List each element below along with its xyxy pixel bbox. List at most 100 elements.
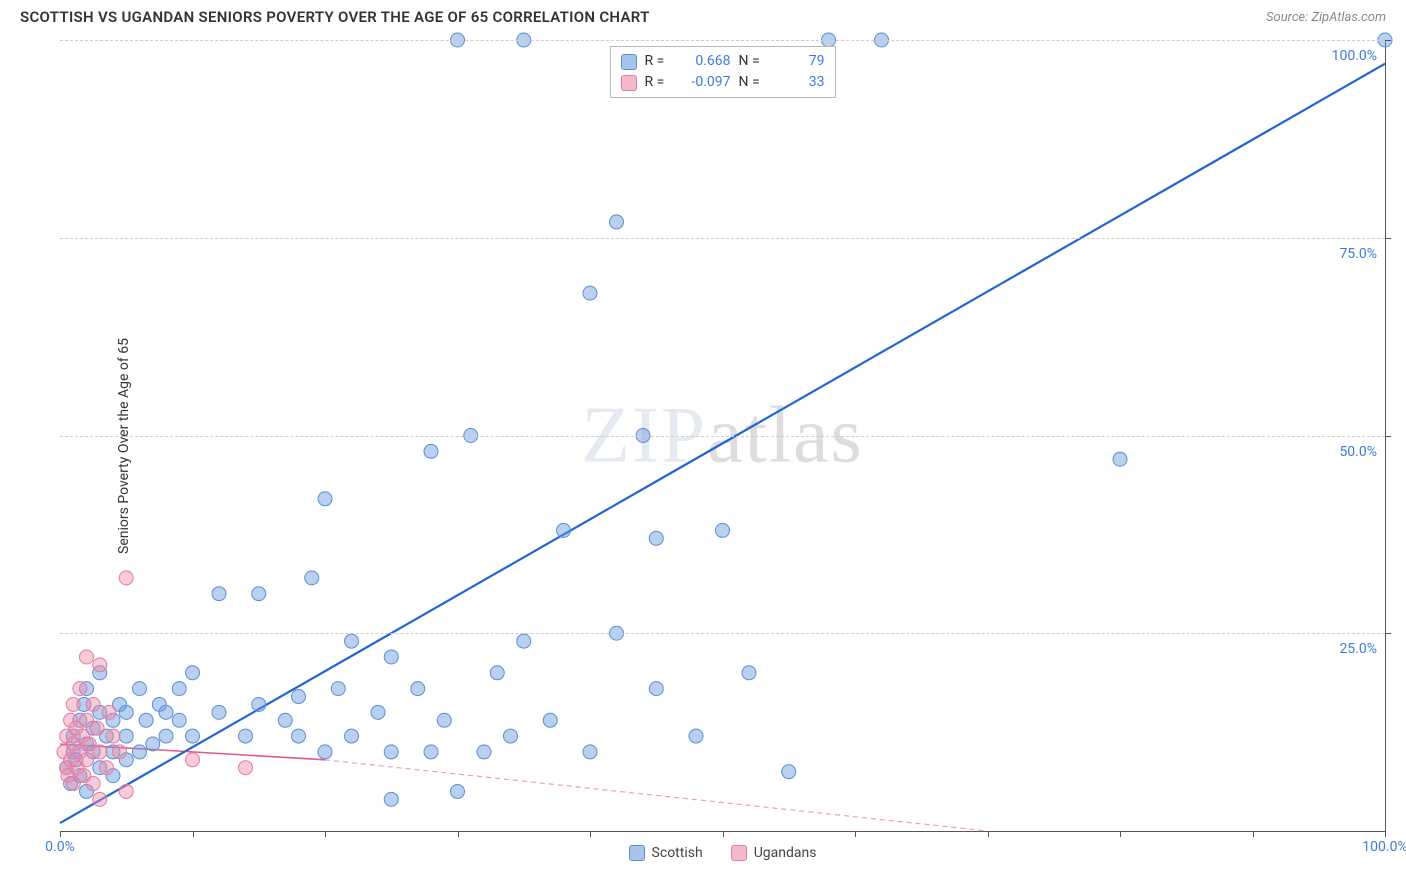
ugandans-point xyxy=(113,745,127,759)
x-tick-mark xyxy=(458,831,459,837)
scottish-point xyxy=(689,729,703,743)
x-tick-mark xyxy=(1120,831,1121,837)
scottish-point xyxy=(318,492,332,506)
chart-title: SCOTTISH VS UGANDAN SENIORS POVERTY OVER… xyxy=(20,8,650,26)
scottish-point xyxy=(345,634,359,648)
scottish-point xyxy=(172,713,186,727)
scottish-point xyxy=(292,729,306,743)
scottish-point xyxy=(742,666,756,680)
legend-label: Scottish xyxy=(652,845,703,861)
legend-item-ugandans: Ugandans xyxy=(731,845,817,861)
legend-label: Ugandans xyxy=(754,845,817,861)
scottish-point xyxy=(278,713,292,727)
scottish-point xyxy=(384,745,398,759)
x-tick-label: 0.0% xyxy=(45,839,75,855)
n-value: 33 xyxy=(775,72,825,93)
y-tick-mark xyxy=(1385,238,1391,239)
scottish-point xyxy=(119,705,133,719)
x-tick-mark xyxy=(325,831,326,837)
scottish-point xyxy=(583,745,597,759)
scottish-point xyxy=(477,745,491,759)
ugandans-point xyxy=(119,571,133,585)
scottish-point xyxy=(252,697,266,711)
plot-area: ZIPatlas R =0.668N =79R =-0.097N =33 Sco… xyxy=(60,40,1386,832)
chart-legend: Scottish Ugandans xyxy=(629,845,817,861)
scottish-legend-swatch xyxy=(629,845,645,861)
r-label: R = xyxy=(645,72,673,93)
gridline xyxy=(60,633,1385,634)
scottish-point xyxy=(119,729,133,743)
y-tick-mark xyxy=(1385,40,1391,41)
stats-row-scottish: R =0.668N =79 xyxy=(621,51,825,72)
ugandans-point xyxy=(86,777,100,791)
scottish-point xyxy=(139,713,153,727)
scottish-point xyxy=(543,713,557,727)
y-tick-label: 75.0% xyxy=(1339,246,1377,262)
gridline xyxy=(60,40,1385,41)
scottish-point xyxy=(557,523,571,537)
scottish-point xyxy=(504,729,518,743)
scottish-point xyxy=(649,531,663,545)
scottish-point xyxy=(305,571,319,585)
scottish-point xyxy=(716,523,730,537)
scottish-point xyxy=(437,713,451,727)
legend-item-scottish: Scottish xyxy=(629,845,703,861)
x-tick-mark xyxy=(855,831,856,837)
scottish-point xyxy=(252,587,266,601)
scottish-point xyxy=(371,705,385,719)
scottish-point xyxy=(1113,452,1127,466)
ugandans-point xyxy=(239,761,253,775)
scottish-point xyxy=(384,650,398,664)
scottish-point xyxy=(424,745,438,759)
scottish-swatch xyxy=(621,54,637,70)
scottish-point xyxy=(345,729,359,743)
ugandans-regression-extension xyxy=(325,760,988,831)
r-value: -0.097 xyxy=(681,72,731,93)
ugandans-point xyxy=(93,658,107,672)
ugandans-point xyxy=(80,753,94,767)
y-tick-label: 25.0% xyxy=(1339,641,1377,657)
scottish-point xyxy=(411,682,425,696)
scottish-point xyxy=(331,682,345,696)
scottish-point xyxy=(133,682,147,696)
scottish-point xyxy=(186,729,200,743)
ugandans-point xyxy=(102,705,116,719)
scottish-point xyxy=(649,682,663,696)
ugandans-swatch xyxy=(621,75,637,91)
gridline xyxy=(60,238,1385,239)
scottish-point xyxy=(610,215,624,229)
ugandans-point xyxy=(93,792,107,806)
scottish-point xyxy=(490,666,504,680)
scottish-point xyxy=(133,745,147,759)
ugandans-point xyxy=(99,761,113,775)
scottish-point xyxy=(172,682,186,696)
ugandans-point xyxy=(86,697,100,711)
x-tick-mark xyxy=(723,831,724,837)
ugandans-legend-swatch xyxy=(731,845,747,861)
chart-header: SCOTTISH VS UGANDAN SENIORS POVERTY OVER… xyxy=(0,0,1406,30)
gridline xyxy=(60,436,1385,437)
y-tick-mark xyxy=(1385,633,1391,634)
stats-row-ugandans: R = -0.097 N = 33 xyxy=(621,72,825,93)
ugandans-point xyxy=(106,729,120,743)
scottish-point xyxy=(451,784,465,798)
scottish-point xyxy=(239,729,253,743)
r-value: 0.668 xyxy=(681,51,731,72)
x-tick-mark xyxy=(988,831,989,837)
source-attribution: Source: ZipAtlas.com xyxy=(1266,10,1386,25)
scottish-point xyxy=(212,705,226,719)
ugandans-point xyxy=(93,745,107,759)
scottish-point xyxy=(159,705,173,719)
scottish-point xyxy=(384,792,398,806)
scottish-point xyxy=(517,634,531,648)
scottish-point xyxy=(292,690,306,704)
y-tick-label: 50.0% xyxy=(1339,444,1377,460)
scottish-point xyxy=(583,286,597,300)
n-label: N = xyxy=(739,51,767,72)
n-label: N = xyxy=(739,72,767,93)
x-tick-mark xyxy=(60,831,61,837)
ugandans-point xyxy=(90,721,104,735)
correlation-stats-box: R =0.668N =79R =-0.097N =33 xyxy=(610,46,836,98)
r-label: R = xyxy=(645,51,673,72)
x-tick-mark xyxy=(1253,831,1254,837)
